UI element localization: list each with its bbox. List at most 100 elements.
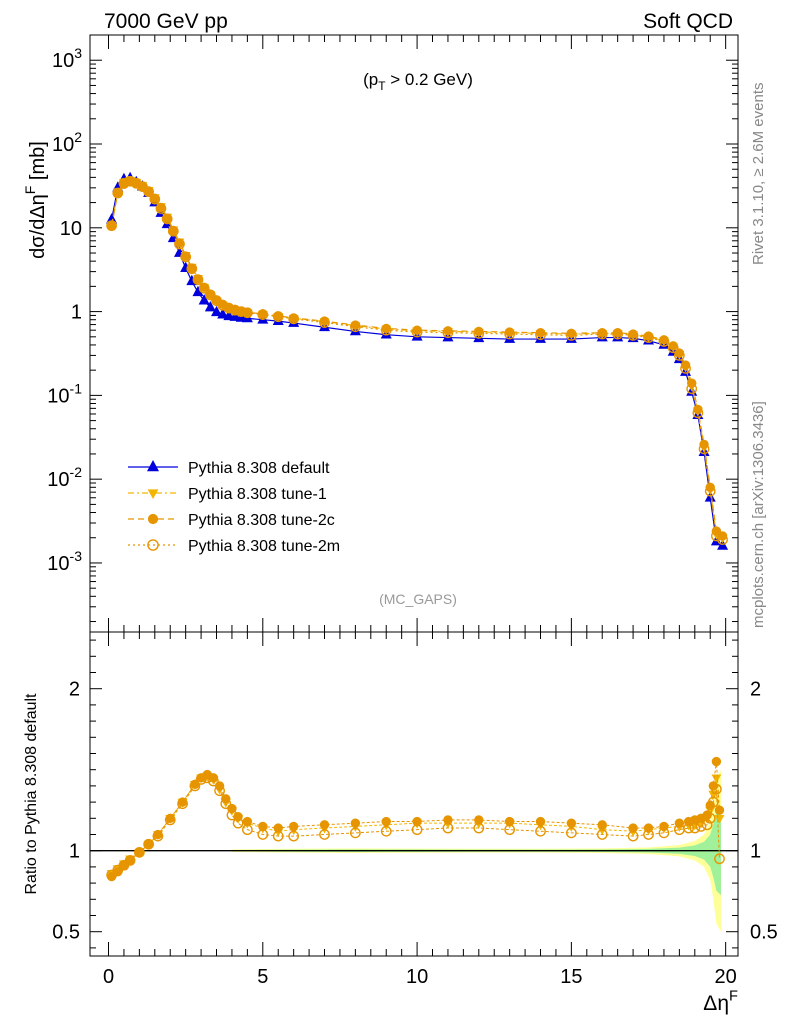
data-point	[566, 818, 577, 828]
data-point	[412, 816, 422, 827]
data-point	[504, 824, 516, 836]
data-point	[473, 327, 485, 339]
y-tick-label: 10-2​	[47, 464, 82, 491]
data-point	[155, 203, 167, 214]
legend: Pythia 8.308 default Pythia 8.308 tune-1 P…	[128, 460, 340, 555]
data-point	[596, 328, 608, 340]
data-point	[714, 853, 725, 865]
data-point	[319, 317, 330, 328]
legend-label: Pythia 8.308 tune-2c	[188, 512, 335, 529]
data-point	[106, 221, 117, 231]
data-point	[692, 407, 704, 419]
data-point	[658, 336, 670, 347]
main-x-axis	[108, 35, 727, 632]
data-point	[711, 774, 722, 784]
data-point	[411, 824, 423, 836]
y-tick-label: 1	[750, 841, 761, 863]
data-point	[189, 780, 201, 792]
data-point	[698, 443, 710, 455]
data-point	[701, 819, 713, 831]
data-point	[152, 830, 164, 842]
data-point	[565, 330, 577, 341]
data-point	[704, 812, 716, 824]
data-point	[112, 187, 124, 199]
data-point	[211, 305, 223, 317]
y-tick-label: 10-3​	[47, 548, 82, 575]
data-point	[643, 332, 654, 343]
data-point	[201, 772, 213, 784]
data-point	[288, 830, 300, 842]
data-point	[535, 329, 546, 341]
data-point	[124, 855, 136, 866]
data-point	[273, 311, 283, 321]
x-tick-label: 15	[560, 966, 582, 988]
legend-entry: Pythia 8.308 tune-2c	[128, 512, 335, 529]
x-tick-label: 5	[257, 966, 268, 988]
data-point	[627, 830, 639, 842]
data-point	[693, 404, 703, 415]
data-point	[673, 350, 685, 361]
analysis-watermark: (MC_GAPS)	[379, 591, 457, 607]
header-category: Soft QCD	[643, 10, 733, 33]
data-point	[149, 193, 161, 205]
data-point	[288, 821, 299, 832]
data-point	[257, 829, 269, 840]
data-point	[217, 299, 229, 311]
data-point	[232, 817, 244, 829]
data-point	[192, 274, 204, 286]
data-point	[411, 326, 423, 338]
data-point	[714, 815, 725, 824]
ratio-x-axis: 0 5 10 15 20	[103, 632, 737, 988]
data-point	[273, 823, 283, 833]
data-point	[258, 309, 268, 319]
data-point	[143, 838, 155, 850]
data-point	[687, 378, 697, 388]
legend-label: Pythia 8.308 default	[188, 460, 330, 477]
data-point	[204, 289, 216, 301]
y-tick-label: 1	[69, 841, 80, 863]
legend-entry: Pythia 8.308 tune-2m	[128, 538, 340, 555]
data-point	[689, 822, 701, 834]
series-line	[111, 777, 720, 876]
data-point	[643, 829, 654, 840]
data-point	[443, 815, 453, 825]
data-point	[683, 822, 695, 834]
series-line	[111, 179, 723, 539]
data-point	[229, 304, 241, 316]
data-point	[143, 186, 155, 198]
data-point	[208, 775, 219, 787]
data-point	[147, 539, 159, 551]
data-point	[628, 823, 638, 833]
data-point	[133, 846, 145, 858]
data-point	[350, 818, 361, 828]
data-point	[288, 313, 300, 325]
data-point	[241, 307, 253, 319]
data-point	[717, 534, 728, 545]
main-panel: 10-3​ 10-2​ 10-1​ 1 10 102​ 103​ dσ/dΔηF​ [mb]…	[22, 34, 739, 633]
data-point	[711, 530, 722, 542]
rivet-version-label: Rivet 3.1.10, ≥ 2.6M events	[750, 83, 767, 266]
ratio-y-axis: 0.5 0.5 1 1 2 2	[52, 639, 778, 949]
data-point	[258, 821, 268, 832]
data-point	[257, 309, 269, 321]
data-point	[174, 238, 185, 248]
y-tick-label: 10	[60, 218, 82, 240]
data-point	[658, 827, 670, 839]
data-point	[442, 327, 454, 339]
x-tick-label: 10	[406, 966, 428, 988]
legend-entry: Pythia 8.308 default	[128, 460, 330, 477]
data-point	[220, 798, 232, 810]
ratio-y-axis-label: Ratio to Pythia 8.308 default	[23, 693, 40, 895]
data-point	[596, 829, 608, 840]
data-point	[164, 814, 176, 826]
data-point	[686, 383, 698, 395]
legend-label: Pythia 8.308 tune-2m	[188, 538, 340, 555]
data-point	[174, 238, 185, 250]
data-point	[442, 822, 454, 834]
data-point	[161, 213, 173, 225]
data-point	[147, 489, 159, 499]
data-point	[319, 829, 330, 840]
data-point	[319, 820, 330, 830]
data-point	[204, 300, 216, 312]
data-point	[192, 285, 204, 297]
